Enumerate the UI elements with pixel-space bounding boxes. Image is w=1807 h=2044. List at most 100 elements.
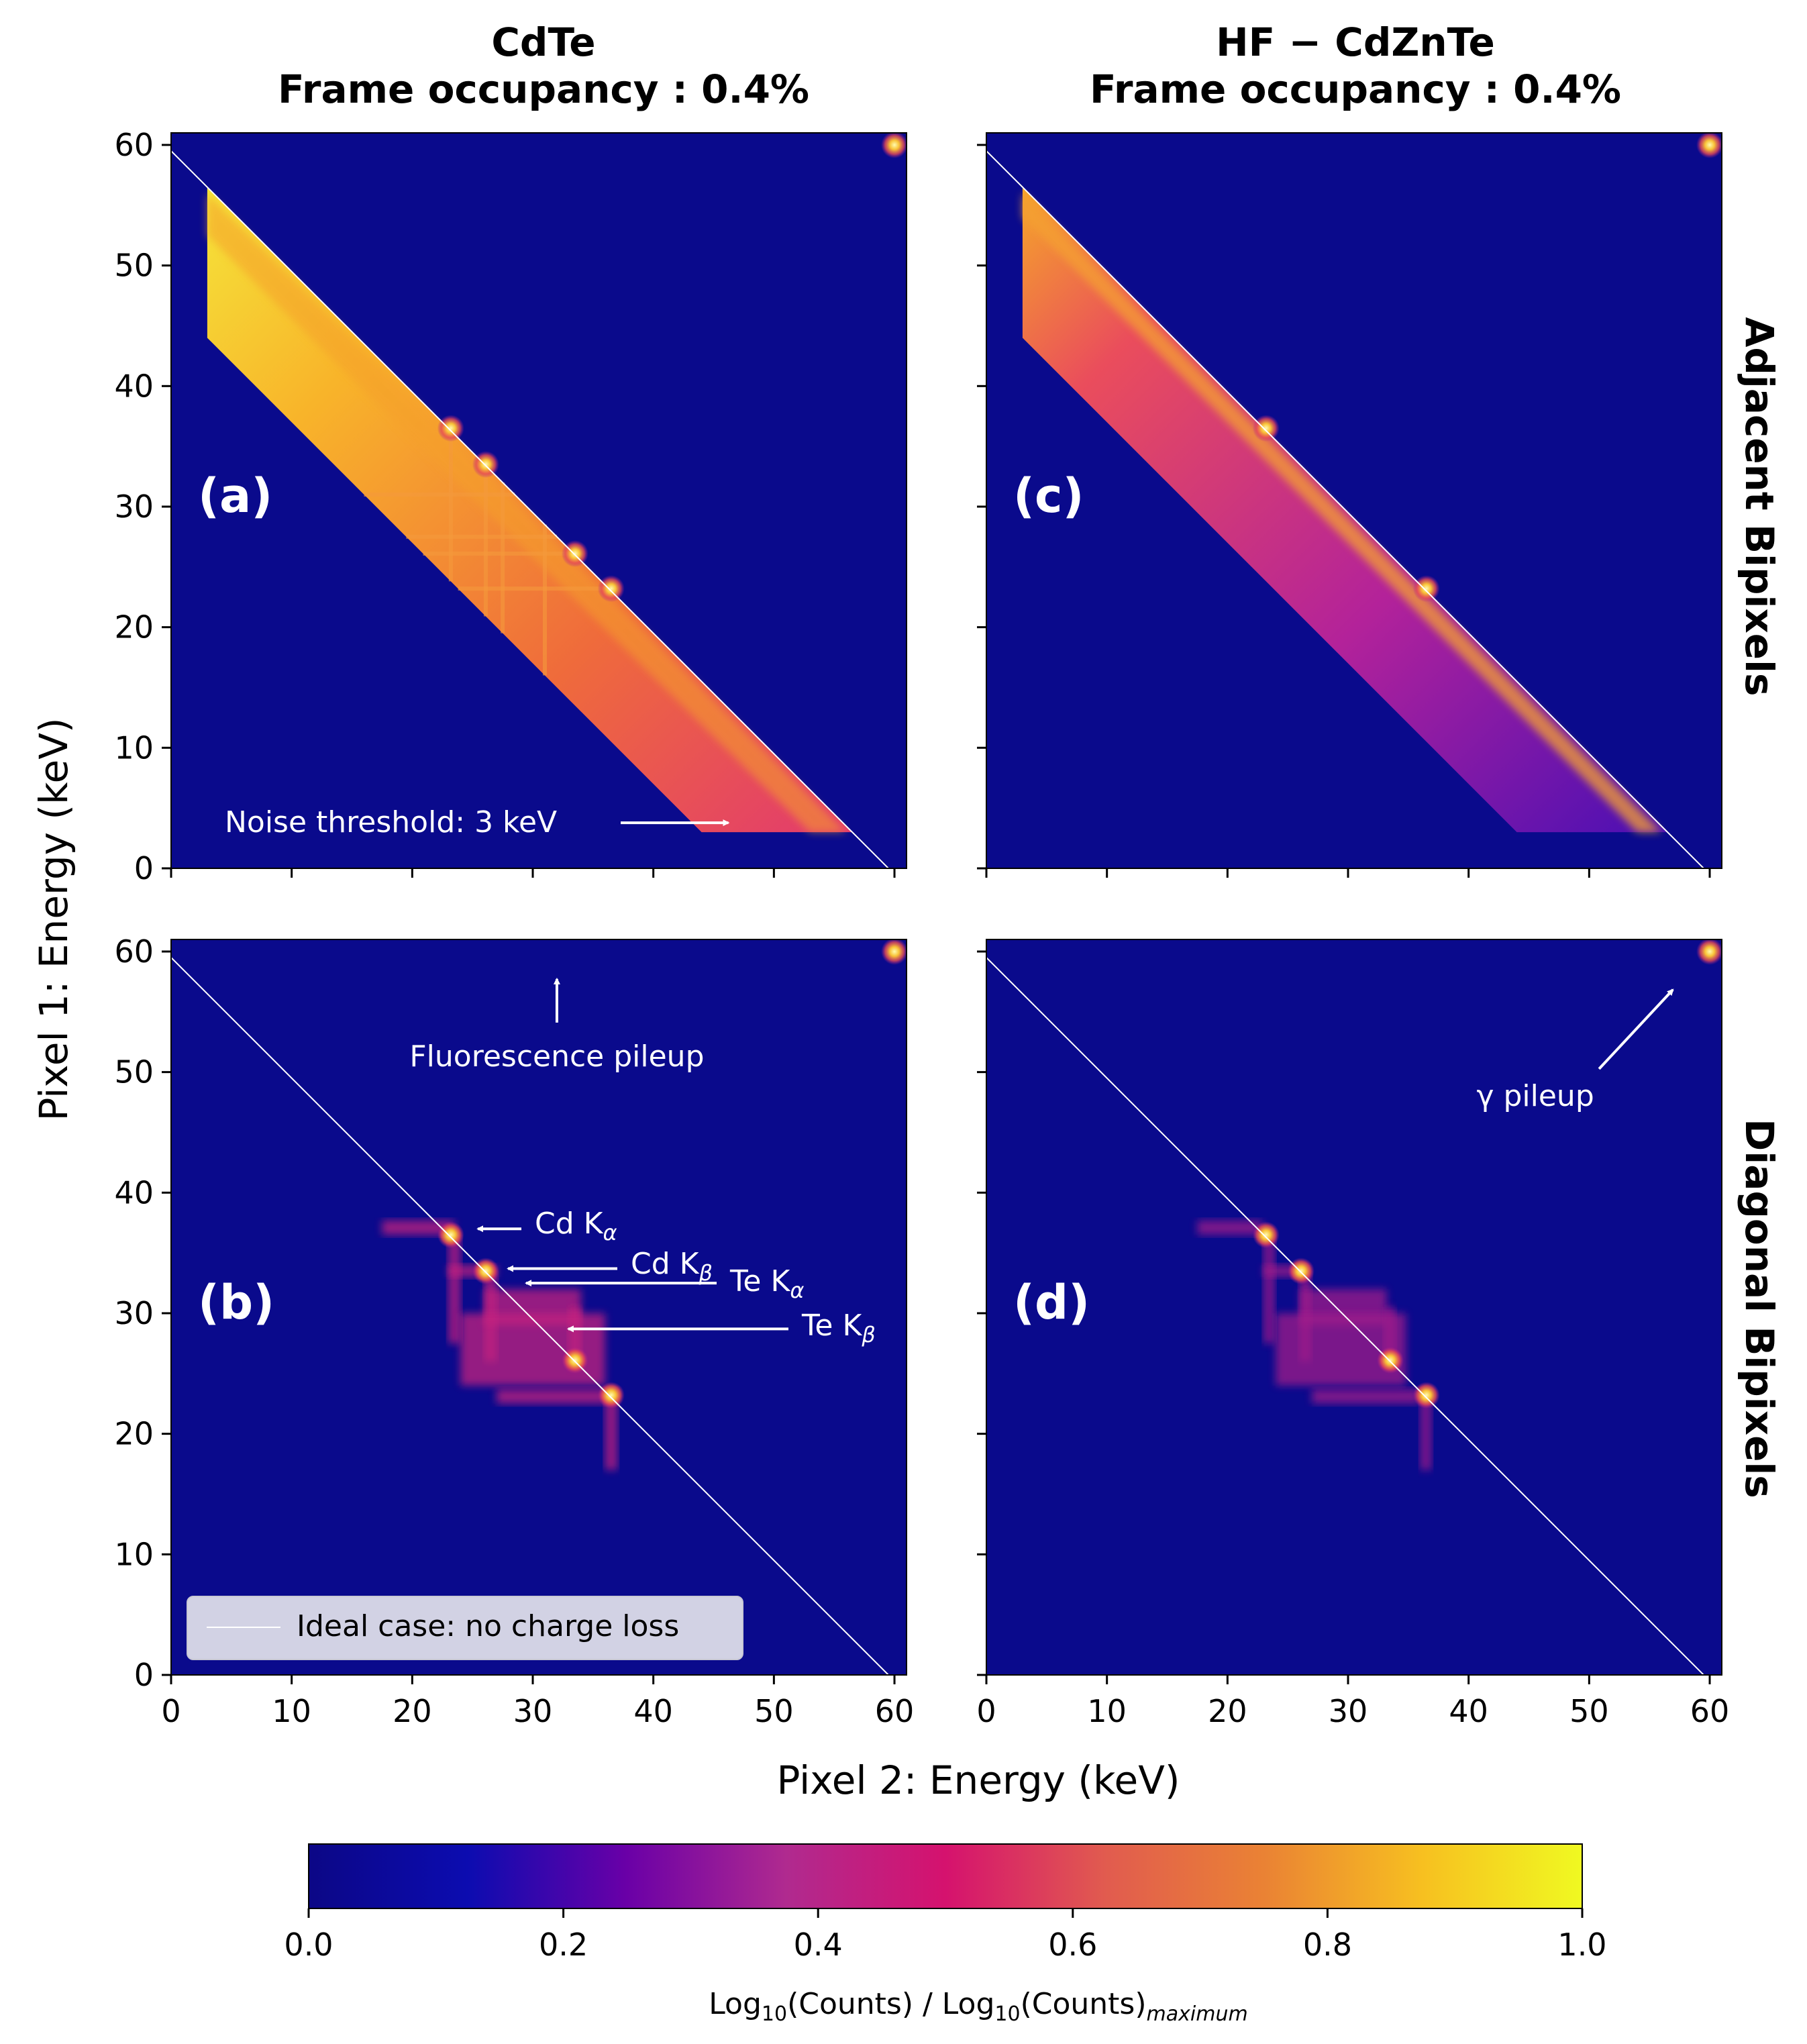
pileup-cluster bbox=[460, 1313, 605, 1386]
x-tick-label: 0 bbox=[976, 1693, 996, 1729]
hotspot bbox=[561, 1347, 588, 1374]
column-title-material: CdTe bbox=[491, 19, 596, 65]
emission-line-label: Te Kα bbox=[729, 1264, 804, 1303]
x-tick-label: 60 bbox=[1690, 1693, 1730, 1729]
panel-b: (b) 0 10 20 30 40 50 60 0 10 20 30 40 50 60 Fluorescenc… bbox=[114, 933, 914, 1729]
y-tick-label: 20 bbox=[114, 1416, 154, 1452]
panel-frame bbox=[170, 132, 907, 869]
x-tick-label: 20 bbox=[393, 1693, 432, 1729]
y-tick-label: 50 bbox=[114, 248, 154, 284]
colorbar-tick-label: 0.8 bbox=[1303, 1927, 1352, 1963]
y-tick-label: 0 bbox=[134, 850, 154, 886]
hotspot bbox=[1252, 1221, 1280, 1249]
x-tick-label: 50 bbox=[1569, 1693, 1609, 1729]
ideal-line bbox=[986, 150, 1705, 868]
heatmap-content bbox=[986, 939, 1722, 1675]
y-tick-label: 20 bbox=[114, 609, 154, 646]
ideal-line bbox=[986, 957, 1705, 1675]
y-tick-label: 50 bbox=[114, 1054, 154, 1090]
y-tick-label: 30 bbox=[114, 1295, 154, 1331]
pileup-cluster bbox=[382, 1220, 455, 1235]
pileup-cluster bbox=[1263, 1235, 1275, 1343]
colorbar-tick-label: 1.0 bbox=[1557, 1927, 1606, 1963]
panel-frame bbox=[170, 939, 907, 1676]
heatmap-background bbox=[171, 133, 907, 868]
band-ridge bbox=[1022, 193, 1662, 833]
colorbar-gradient bbox=[308, 1843, 1583, 1909]
hotspot bbox=[472, 1258, 499, 1285]
hotspot bbox=[437, 415, 464, 442]
x-tick-label: 10 bbox=[1087, 1693, 1127, 1729]
y-tick-label: 10 bbox=[114, 1536, 154, 1572]
emission-line-label: Cd Kα bbox=[535, 1207, 617, 1245]
colorbar-tick-label: 0.0 bbox=[284, 1927, 333, 1963]
legend-line-swatch bbox=[207, 1627, 280, 1628]
fluorescence-pileup-label: Fluorescence pileup bbox=[409, 1039, 704, 1074]
pileup-cluster bbox=[605, 1391, 617, 1470]
hotspot bbox=[1376, 1347, 1404, 1374]
pileup-cluster bbox=[497, 1389, 617, 1404]
x-tick-label: 10 bbox=[272, 1693, 311, 1729]
legend-label: Ideal case: no charge loss bbox=[297, 1609, 680, 1643]
panel-frame bbox=[986, 132, 1722, 869]
y-tick-label: 10 bbox=[114, 729, 154, 766]
noise-threshold-label: Noise threshold: 3 keV bbox=[225, 805, 557, 839]
column-title-material: HF − CdZnTe bbox=[1216, 19, 1495, 65]
colorbar-tick-label: 0.2 bbox=[539, 1927, 588, 1963]
x-tick-label: 40 bbox=[1449, 1693, 1488, 1729]
x-tick-label: 50 bbox=[754, 1693, 794, 1729]
x-tick-label: 0 bbox=[161, 1693, 180, 1729]
hotspot bbox=[881, 133, 907, 158]
ideal-line bbox=[171, 150, 890, 868]
hotspot bbox=[1696, 939, 1722, 965]
hotspot bbox=[1412, 575, 1440, 603]
panel-label: (b) bbox=[198, 1275, 274, 1330]
column-title-cdte: CdTe Frame occupancy : 0.4% bbox=[107, 19, 980, 113]
heatmap-background bbox=[986, 133, 1722, 868]
pileup-cluster bbox=[1312, 1389, 1421, 1404]
hotspot bbox=[881, 939, 907, 965]
panel-frame bbox=[986, 939, 1722, 1676]
y-tick-label: 40 bbox=[114, 1174, 154, 1211]
band-ridge bbox=[207, 193, 847, 833]
colorbar-tick-label: 0.6 bbox=[1048, 1927, 1097, 1963]
gamma-pileup-arrow bbox=[1598, 988, 1674, 1070]
column-title-cdznte: HF − CdZnTe Frame occupancy : 0.4% bbox=[919, 19, 1792, 113]
y-tick-label: 40 bbox=[114, 368, 154, 404]
pileup-cluster bbox=[1197, 1220, 1263, 1235]
colorbar-label: Log10(Counts) / Log10(Counts)maximum bbox=[709, 1987, 1248, 2026]
panel-c: (c) bbox=[977, 132, 1722, 878]
heatmap-content bbox=[986, 133, 1722, 868]
y-tick-label: 0 bbox=[134, 1657, 154, 1693]
hotspot bbox=[597, 1382, 625, 1409]
emission-line-label: Te Kβ bbox=[801, 1309, 876, 1347]
hotspot bbox=[561, 540, 588, 568]
colorbar: 0.0 0.2 0.4 0.6 0.8 1.0 bbox=[284, 1843, 1607, 1963]
hotspot bbox=[437, 1221, 464, 1249]
colorbar-tick-label: 0.4 bbox=[794, 1927, 843, 1963]
panel-d: (d) 0 10 20 30 40 50 60 γ pileup bbox=[976, 939, 1730, 1729]
pileup-cluster bbox=[448, 1235, 461, 1343]
column-title-occupancy: Frame occupancy : 0.4% bbox=[1089, 66, 1622, 112]
x-tick-label: 40 bbox=[633, 1693, 673, 1729]
column-title-occupancy: Frame occupancy : 0.4% bbox=[277, 66, 810, 112]
heatmap-content bbox=[171, 939, 907, 1675]
x-tick-label: 60 bbox=[875, 1693, 915, 1729]
hotspot bbox=[1252, 415, 1280, 442]
x-axis-label: Pixel 2: Energy (keV) bbox=[776, 1757, 1180, 1803]
gamma-pileup-label: γ pileup bbox=[1476, 1079, 1594, 1113]
y-tick-label: 30 bbox=[114, 489, 154, 525]
panel-label: (a) bbox=[198, 468, 272, 523]
x-tick-label: 30 bbox=[1329, 1693, 1368, 1729]
hotspot bbox=[597, 575, 625, 603]
hotspot bbox=[472, 451, 499, 478]
hotspot bbox=[1412, 1382, 1440, 1409]
legend: Ideal case: no charge loss bbox=[187, 1596, 743, 1660]
hotspot bbox=[1696, 133, 1722, 158]
ideal-line bbox=[171, 957, 890, 1675]
y-tick-label: 60 bbox=[114, 933, 154, 970]
panel-label: (d) bbox=[1013, 1275, 1090, 1330]
emission-line-label: Cd Kβ bbox=[631, 1247, 713, 1286]
panel-label: (c) bbox=[1013, 468, 1084, 523]
